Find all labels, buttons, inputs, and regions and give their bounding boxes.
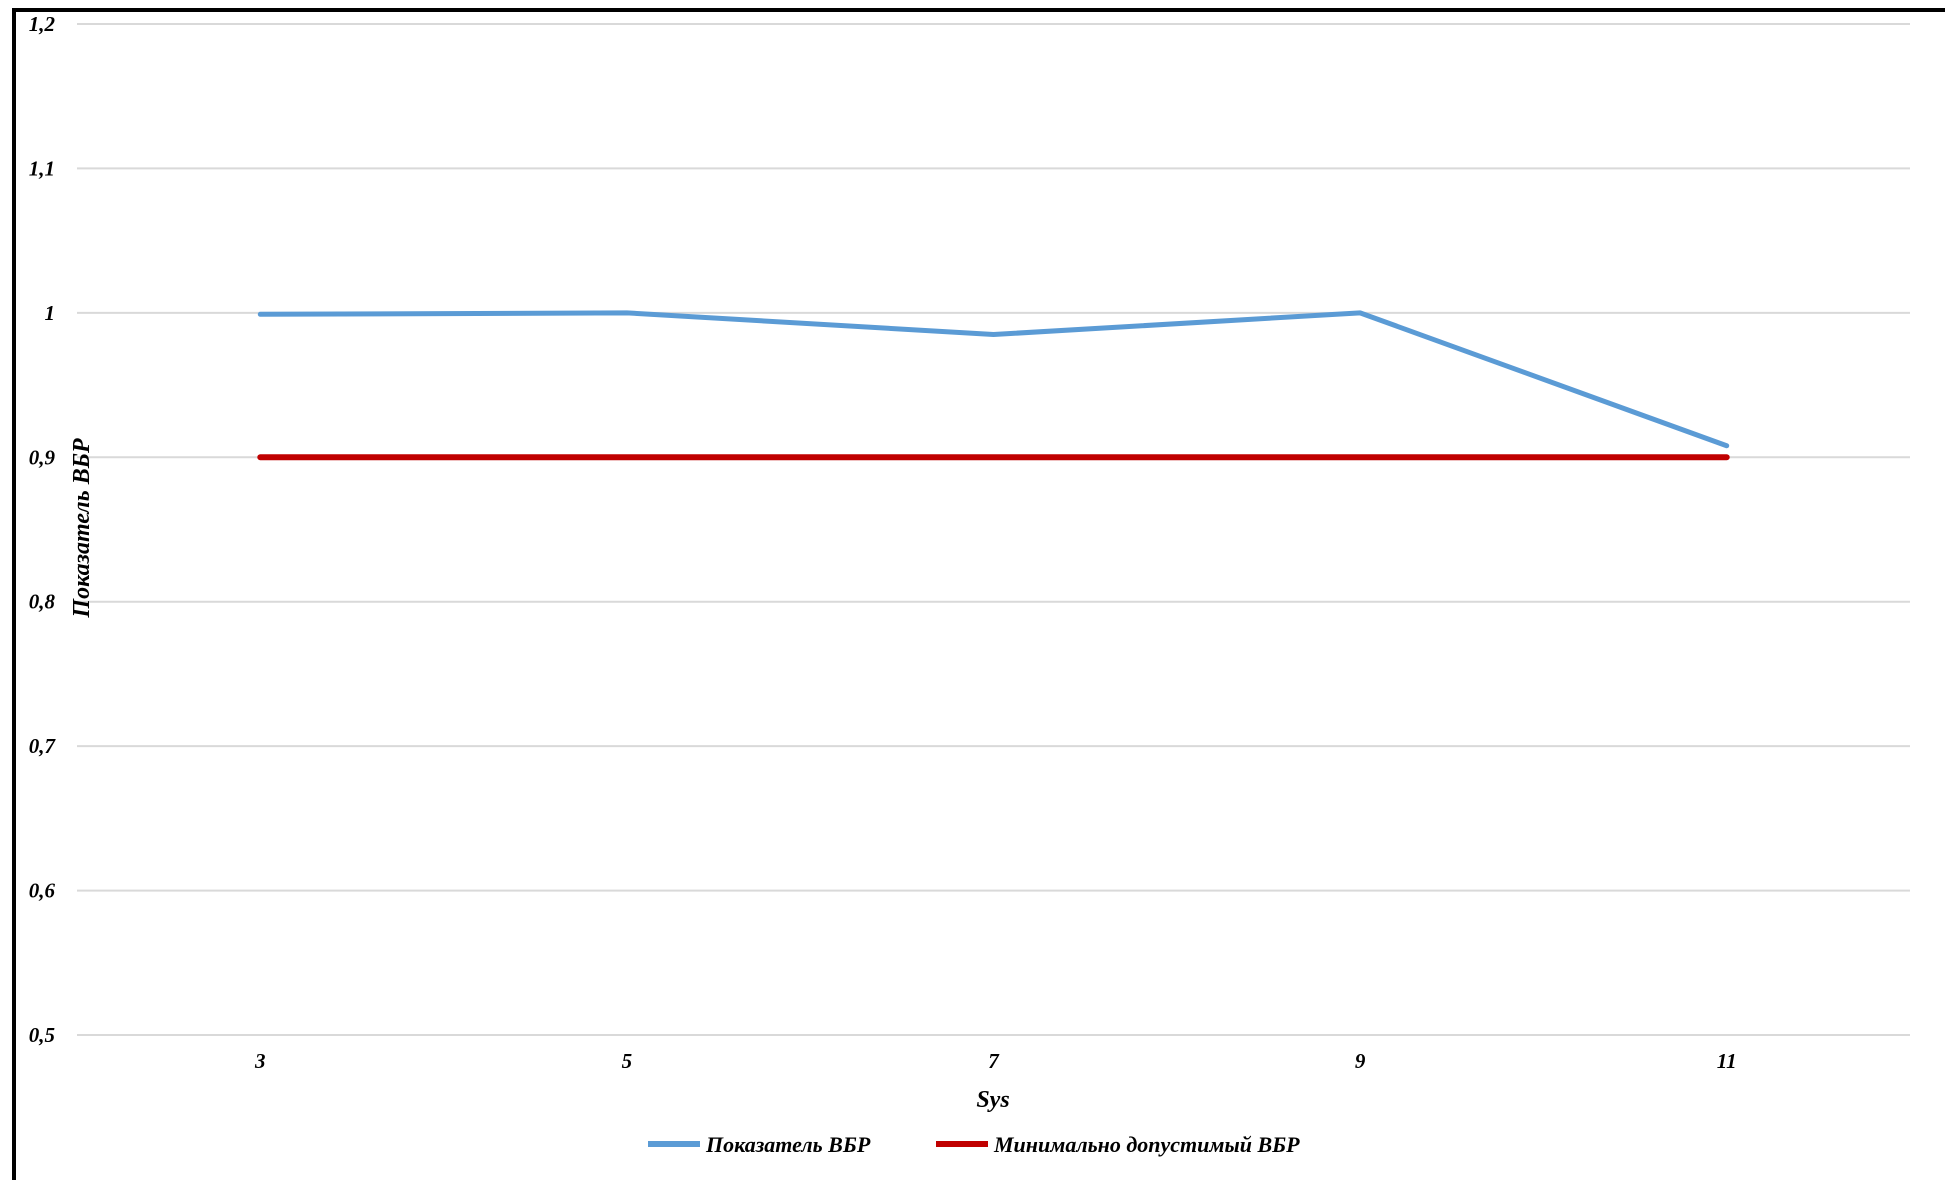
chart-frame: [12, 8, 1945, 1180]
legend: Показатель ВБР Минимально допустимый ВБР: [648, 1132, 1300, 1157]
x-tick-labels: 3 5 7 9 11: [254, 1049, 1737, 1073]
x-tick-label: 5: [622, 1049, 633, 1073]
y-tick-label: 1,1: [29, 156, 55, 180]
x-tick-label: 11: [1717, 1049, 1737, 1073]
x-tick-label: 7: [988, 1049, 1000, 1073]
series-lines: [257, 310, 1730, 461]
y-tick-label: 1: [45, 301, 56, 325]
x-axis-title: Sys: [976, 1087, 1009, 1113]
gridlines: [77, 23, 1910, 1036]
legend-label: Минимально допустимый ВБР: [993, 1132, 1300, 1157]
legend-label: Показатель ВБР: [705, 1132, 871, 1157]
y-tick-label: 0,6: [29, 879, 56, 903]
y-tick-labels: 0,5 0,6 0,7 0,8 0,9 1 1,1 1,2: [29, 12, 57, 1047]
y-tick-label: 0,8: [29, 590, 56, 614]
y-tick-label: 0,5: [29, 1023, 55, 1047]
y-axis-title: Показатель ВБР: [69, 438, 95, 619]
y-tick-label: 0,9: [29, 445, 56, 469]
series-line: [257, 310, 1730, 449]
y-tick-label: 0,7: [29, 734, 57, 758]
x-tick-label: 3: [254, 1049, 266, 1073]
y-tick-label: 1,2: [29, 12, 56, 36]
x-tick-label: 9: [1355, 1049, 1366, 1073]
